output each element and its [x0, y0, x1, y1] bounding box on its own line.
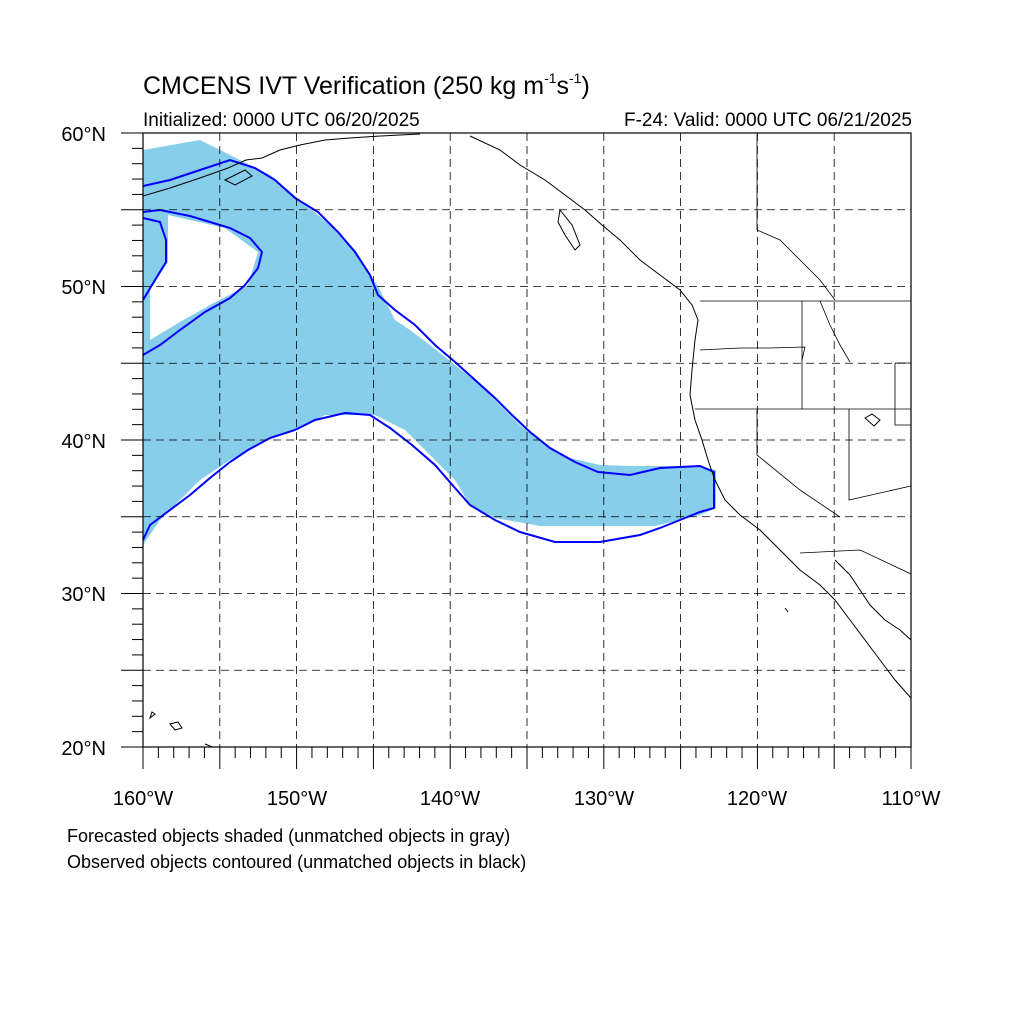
coastlines	[143, 133, 911, 747]
lon-label-110w: 110°W	[882, 788, 941, 810]
lon-label-130w: 130°W	[574, 788, 634, 810]
gridlines	[143, 133, 911, 747]
valid-time-label: F-24: Valid: 0000 UTC 06/21/2025	[624, 110, 912, 131]
lon-label-120w: 120°W	[727, 788, 787, 810]
forecast-ivt-object	[143, 140, 716, 545]
lat-label-30n: 30°N	[61, 584, 106, 606]
observed-legend-note: Observed objects contoured (unmatched ob…	[67, 852, 527, 872]
observed-ivt-contours	[143, 158, 715, 543]
political-boundaries	[695, 133, 911, 575]
latitude-labels: 60°N 50°N 40°N 30°N 20°N	[61, 124, 106, 760]
main-title: CMCENS IVT Verification (250 kg m-1s-1)	[143, 70, 590, 100]
lat-label-40n: 40°N	[61, 431, 106, 453]
axis-ticks	[121, 132, 912, 769]
lat-label-60n: 60°N	[61, 124, 106, 146]
longitude-labels: 160°W 150°W 140°W 130°W 120°W 110°W	[113, 788, 941, 810]
lat-label-20n: 20°N	[61, 738, 106, 760]
lat-label-50n: 50°N	[61, 277, 106, 299]
forecast-legend-note: Forecasted objects shaded (unmatched obj…	[67, 826, 511, 846]
lon-label-160w: 160°W	[113, 788, 173, 810]
lon-label-150w: 150°W	[267, 788, 327, 810]
lon-label-140w: 140°W	[420, 788, 480, 810]
initialized-label: Initialized: 0000 UTC 06/20/2025	[143, 110, 420, 131]
